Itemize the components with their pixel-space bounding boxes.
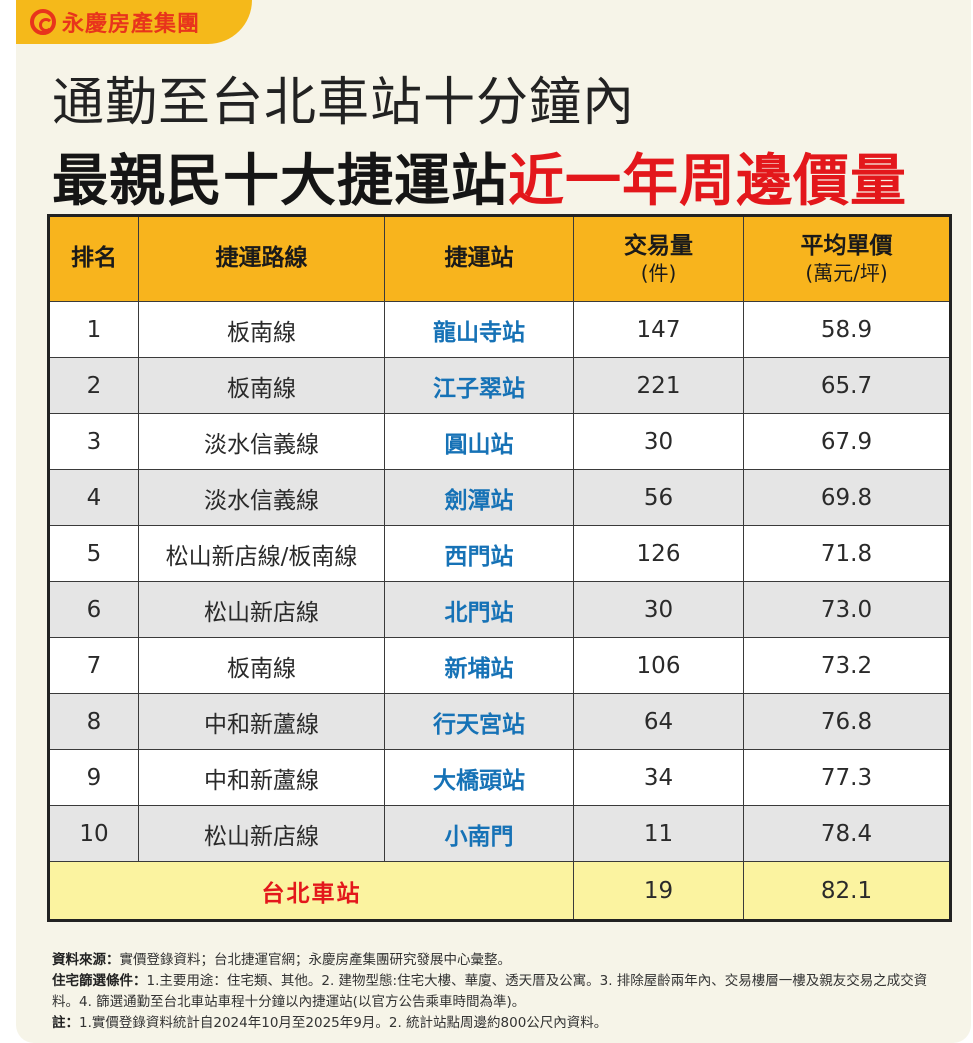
rank-cell: 7 xyxy=(48,637,139,694)
volume-cell: 56 xyxy=(573,469,744,526)
volume-cell: 64 xyxy=(573,693,744,750)
note-label: 註： xyxy=(52,1015,79,1031)
rank-cell: 5 xyxy=(48,525,139,582)
line-cell: 松山新店線/板南線 xyxy=(138,525,385,582)
header-price-label: 平均單價 xyxy=(800,233,893,260)
station-cell: 江子翠站 xyxy=(384,357,574,414)
station-cell: 小南門 xyxy=(384,805,574,862)
price-cell: 71.8 xyxy=(743,525,951,582)
title-line-1: 通勤至台北車站十分鐘內 xyxy=(52,73,636,133)
title-line-2-red: 近一年周邊價量 xyxy=(508,149,907,214)
line-cell: 淡水信義線 xyxy=(138,413,385,470)
table-row: 3 淡水信義線 圓山站 30 67.9 xyxy=(48,413,951,470)
header-price: 平均單價 (萬元/坪) xyxy=(743,215,951,302)
rank-cell: 8 xyxy=(48,693,139,750)
source-note: 資料來源：實價登錄資料；台北捷運官網；永慶房產集團研究發展中心彙整。 xyxy=(52,950,942,971)
note-text: 1.實價登錄資料統計自2024年10月至2025年9月。2. 統計站點周邊約80… xyxy=(79,1015,608,1031)
rank-cell: 3 xyxy=(48,413,139,470)
brand-tab: 永慶房產集團 xyxy=(16,0,252,44)
criteria-label: 住宅篩選條件： xyxy=(52,973,147,989)
line-cell: 板南線 xyxy=(138,637,385,694)
volume-cell: 30 xyxy=(573,581,744,638)
station-cell: 大橋頭站 xyxy=(384,749,574,806)
rank-cell: 2 xyxy=(48,357,139,414)
rank-cell: 1 xyxy=(48,301,139,358)
table-row: 7 板南線 新埔站 106 73.2 xyxy=(48,637,951,694)
remark-note: 註：1.實價登錄資料統計自2024年10月至2025年9月。2. 統計站點周邊約… xyxy=(52,1013,942,1034)
total-volume-cell: 19 xyxy=(573,861,744,921)
rank-cell: 9 xyxy=(48,749,139,806)
header-volume-label: 交易量 xyxy=(624,233,693,260)
volume-cell: 11 xyxy=(573,805,744,862)
table-row: 5 松山新店線/板南線 西門站 126 71.8 xyxy=(48,525,951,582)
station-price-table: 排名 捷運路線 捷運站 交易量 (件) 平均單價 (萬元/坪) 1 板南線 龍山… xyxy=(47,214,952,922)
station-cell: 北門站 xyxy=(384,581,574,638)
criteria-text: 1.主要用途：住宅類、其他。2. 建物型態:住宅大樓、華廈、透天厝及公寓。3. … xyxy=(52,973,928,1010)
title-line-2: 最親民十大捷運站近一年周邊價量 xyxy=(52,136,907,217)
header-station: 捷運站 xyxy=(384,215,574,302)
header-volume: 交易量 (件) xyxy=(573,215,744,302)
rank-cell: 4 xyxy=(48,469,139,526)
price-cell: 67.9 xyxy=(743,413,951,470)
station-cell: 圓山站 xyxy=(384,413,574,470)
table-header-row: 排名 捷運路線 捷運站 交易量 (件) 平均單價 (萬元/坪) xyxy=(48,215,951,302)
header-line: 捷運路線 xyxy=(138,215,385,302)
rank-cell: 6 xyxy=(48,581,139,638)
title-line-2-black: 最親民十大捷運站 xyxy=(52,149,508,214)
table-row: 9 中和新蘆線 大橋頭站 34 77.3 xyxy=(48,749,951,806)
header-rank: 排名 xyxy=(48,215,139,302)
criteria-note: 住宅篩選條件：1.主要用途：住宅類、其他。2. 建物型態:住宅大樓、華廈、透天厝… xyxy=(52,971,942,1013)
price-cell: 58.9 xyxy=(743,301,951,358)
table-row: 4 淡水信義線 劍潭站 56 69.8 xyxy=(48,469,951,526)
line-cell: 松山新店線 xyxy=(138,581,385,638)
price-cell: 73.0 xyxy=(743,581,951,638)
station-cell: 西門站 xyxy=(384,525,574,582)
line-cell: 板南線 xyxy=(138,357,385,414)
volume-cell: 106 xyxy=(573,637,744,694)
header-price-unit: (萬元/坪) xyxy=(805,260,888,285)
yungching-logo-icon xyxy=(30,9,56,35)
price-cell: 73.2 xyxy=(743,637,951,694)
station-cell: 新埔站 xyxy=(384,637,574,694)
station-cell: 行天宮站 xyxy=(384,693,574,750)
source-text: 實價登錄資料；台北捷運官網；永慶房產集團研究發展中心彙整。 xyxy=(119,952,512,968)
volume-cell: 126 xyxy=(573,525,744,582)
table-row: 6 松山新店線 北門站 30 73.0 xyxy=(48,581,951,638)
line-cell: 中和新蘆線 xyxy=(138,693,385,750)
table-row: 2 板南線 江子翠站 221 65.7 xyxy=(48,357,951,414)
table-row: 8 中和新蘆線 行天宮站 64 76.8 xyxy=(48,693,951,750)
line-cell: 板南線 xyxy=(138,301,385,358)
total-price-cell: 82.1 xyxy=(743,861,951,921)
brand-name: 永慶房產集團 xyxy=(62,12,201,37)
volume-cell: 30 xyxy=(573,413,744,470)
station-cell: 龍山寺站 xyxy=(384,301,574,358)
station-cell: 劍潭站 xyxy=(384,469,574,526)
table-row: 1 板南線 龍山寺站 147 58.9 xyxy=(48,301,951,358)
price-cell: 69.8 xyxy=(743,469,951,526)
price-cell: 65.7 xyxy=(743,357,951,414)
source-label: 資料來源： xyxy=(52,952,120,968)
volume-cell: 34 xyxy=(573,749,744,806)
volume-cell: 147 xyxy=(573,301,744,358)
line-cell: 松山新店線 xyxy=(138,805,385,862)
price-cell: 76.8 xyxy=(743,693,951,750)
price-cell: 78.4 xyxy=(743,805,951,862)
header-volume-unit: (件) xyxy=(640,260,677,285)
taipei-main-station-row: 台北車站 19 82.1 xyxy=(48,861,951,921)
total-station-cell: 台北車站 xyxy=(48,861,574,921)
footnotes: 資料來源：實價登錄資料；台北捷運官網；永慶房產集團研究發展中心彙整。 住宅篩選條… xyxy=(52,950,942,1034)
price-cell: 77.3 xyxy=(743,749,951,806)
table-row: 10 松山新店線 小南門 11 78.4 xyxy=(48,805,951,862)
volume-cell: 221 xyxy=(573,357,744,414)
line-cell: 中和新蘆線 xyxy=(138,749,385,806)
rank-cell: 10 xyxy=(48,805,139,862)
line-cell: 淡水信義線 xyxy=(138,469,385,526)
